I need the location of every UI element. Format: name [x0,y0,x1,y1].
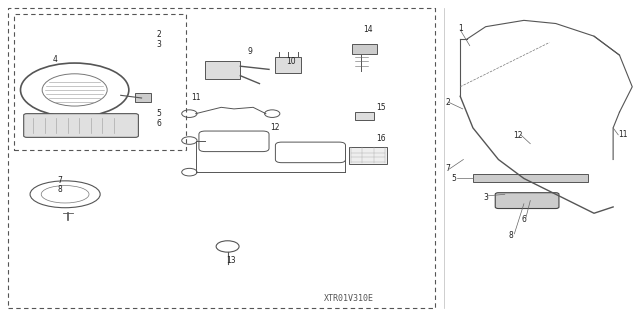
Bar [205,62,241,79]
Text: 7: 7 [58,175,63,185]
Bar [275,57,301,72]
Text: 7: 7 [445,165,450,174]
Bar [473,174,588,182]
Text: 11: 11 [191,93,200,102]
Text: 8: 8 [58,185,62,194]
Text: 2: 2 [445,98,450,107]
Text: 6: 6 [522,215,526,224]
Text: 12: 12 [271,123,280,132]
Text: 12: 12 [513,131,522,140]
Text: 2: 2 [156,30,161,39]
Text: 3: 3 [483,193,488,202]
Text: 4: 4 [53,56,58,64]
Text: 5: 5 [451,174,456,183]
Bar [352,44,378,54]
Bar [14,14,186,150]
Bar [349,147,387,164]
Text: 11: 11 [618,130,627,139]
Text: 3: 3 [156,40,161,48]
Text: 14: 14 [363,25,372,34]
Text: 1: 1 [458,24,463,33]
Text: 8: 8 [509,231,513,240]
Text: 16: 16 [376,134,385,144]
Bar [8,8,435,308]
Bar [135,93,151,102]
Text: 9: 9 [248,48,252,56]
FancyBboxPatch shape [495,193,559,209]
Text: 10: 10 [287,57,296,66]
FancyBboxPatch shape [24,114,138,137]
Text: XTR01V310E: XTR01V310E [324,294,374,303]
Bar [355,112,374,120]
Text: 13: 13 [226,256,236,265]
Text: 5: 5 [156,109,161,118]
Text: 15: 15 [376,103,385,112]
Text: 6: 6 [156,119,161,128]
